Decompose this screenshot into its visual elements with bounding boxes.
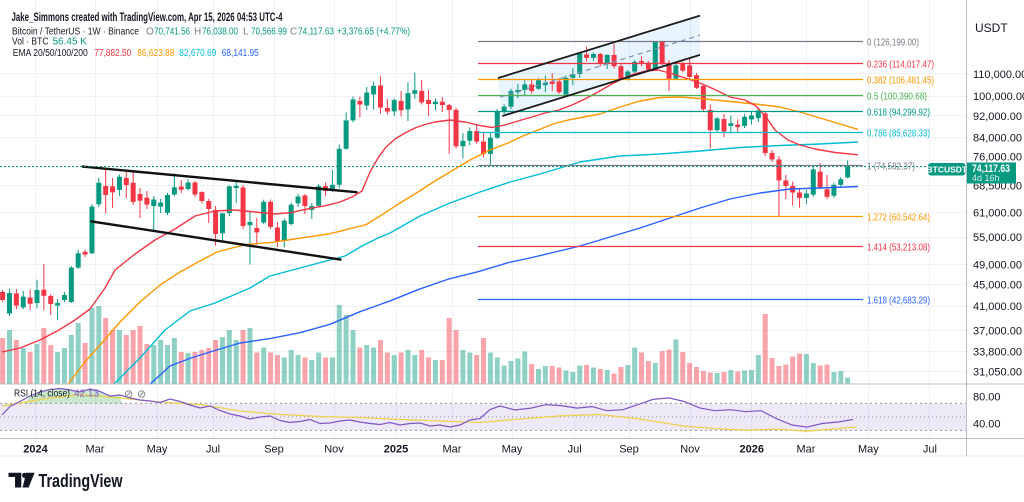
svg-text:RSI (14, close): RSI (14, close)	[14, 389, 70, 400]
svg-text:2024: 2024	[23, 444, 48, 456]
svg-text:1 (74,582.37): 1 (74,582.37)	[867, 161, 915, 172]
svg-text:2026: 2026	[740, 444, 764, 456]
svg-text:Mar: Mar	[86, 444, 105, 456]
svg-text:Nov: Nov	[680, 444, 700, 456]
svg-text:61,000.00: 61,000.00	[973, 208, 1022, 220]
svg-text:BTCUSDT: BTCUSDT	[926, 165, 967, 175]
svg-text:56.45 K: 56.45 K	[53, 37, 88, 48]
svg-text:EMA 20/50/100/200: EMA 20/50/100/200	[13, 48, 88, 59]
svg-text:37,000.00: 37,000.00	[973, 325, 1022, 337]
svg-text:1.618 (42,683.29): 1.618 (42,683.29)	[867, 295, 930, 306]
svg-text:1.272 (60,542.64): 1.272 (60,542.64)	[867, 212, 930, 223]
svg-text:Sep: Sep	[619, 444, 639, 456]
svg-text:USDT: USDT	[975, 21, 1008, 35]
svg-text:31,050.00: 31,050.00	[973, 367, 1022, 379]
svg-text:0.5 (100,390.68): 0.5 (100,390.68)	[867, 91, 927, 102]
svg-text:May: May	[147, 444, 168, 456]
svg-text:41,000.00: 41,000.00	[973, 301, 1022, 313]
svg-text:49,000.00: 49,000.00	[973, 259, 1022, 271]
svg-text:68,141.95: 68,141.95	[222, 48, 259, 59]
svg-text:74,117.63: 74,117.63	[972, 163, 1010, 175]
svg-text:+3,376.65 (+4.77%): +3,376.65 (+4.77%)	[337, 27, 410, 38]
svg-text:May: May	[858, 444, 879, 456]
svg-text:45,000.00: 45,000.00	[973, 279, 1022, 291]
svg-text:92,000.00: 92,000.00	[973, 111, 1022, 123]
svg-text:0.382 (106,481.45): 0.382 (106,481.45)	[867, 75, 934, 86]
svg-text:33,800.00: 33,800.00	[973, 347, 1022, 359]
svg-text:Vol · BTC: Vol · BTC	[12, 37, 49, 48]
svg-text:Bitcoin / TetherUS · 1W · Bina: Bitcoin / TetherUS · 1W · Binance	[12, 27, 139, 38]
svg-text:TradingView: TradingView	[39, 471, 124, 491]
svg-text:May: May	[502, 444, 523, 456]
svg-text:4d 16h: 4d 16h	[972, 173, 1000, 183]
svg-text:Jul: Jul	[206, 444, 220, 456]
svg-text:Jul: Jul	[568, 444, 582, 456]
svg-text:1.414 (53,213.08): 1.414 (53,213.08)	[867, 242, 930, 253]
svg-text:0 (126,199.00): 0 (126,199.00)	[867, 37, 919, 48]
svg-text:Mar: Mar	[443, 444, 462, 456]
svg-text:L: L	[243, 27, 249, 38]
svg-text:110,000.00: 110,000.00	[973, 69, 1024, 81]
svg-text:70,566.99: 70,566.99	[251, 27, 287, 38]
svg-text:0.236 (114,017.47): 0.236 (114,017.47)	[867, 59, 934, 70]
svg-text:H: H	[194, 27, 201, 38]
svg-text:2025: 2025	[384, 444, 408, 456]
svg-text:0.618 (94,299.92): 0.618 (94,299.92)	[867, 107, 930, 118]
svg-text:Nov: Nov	[324, 444, 344, 456]
svg-text:40.00: 40.00	[973, 419, 1001, 431]
svg-text:82,670.69: 82,670.69	[179, 48, 216, 59]
svg-text:C: C	[290, 27, 297, 38]
svg-text:⊘: ⊘	[137, 389, 146, 401]
svg-text:Mar: Mar	[797, 444, 816, 456]
svg-text:76,000.00: 76,000.00	[973, 152, 1022, 164]
svg-text:0.786 (85,628.33): 0.786 (85,628.33)	[867, 128, 930, 139]
svg-text:84,000.00: 84,000.00	[973, 132, 1022, 144]
svg-text:86,623.88: 86,623.88	[137, 48, 174, 59]
svg-text:74,117.63: 74,117.63	[298, 27, 334, 38]
svg-text:77,882.50: 77,882.50	[94, 48, 131, 59]
svg-text:100,000.00: 100,000.00	[973, 91, 1024, 103]
svg-text:42.13: 42.13	[74, 389, 99, 400]
svg-text:55,000.00: 55,000.00	[973, 232, 1022, 244]
svg-text:O: O	[146, 27, 154, 38]
svg-text:76,038.00: 76,038.00	[202, 27, 238, 38]
svg-text:Sep: Sep	[264, 444, 284, 456]
svg-text:Jake_Simmons created with Trad: Jake_Simmons created with TradingView.co…	[12, 12, 283, 24]
svg-text:⊘: ⊘	[124, 389, 133, 401]
svg-text:Jul: Jul	[923, 444, 937, 456]
svg-text:80.00: 80.00	[973, 392, 1001, 404]
svg-text:70,741.56: 70,741.56	[154, 27, 190, 38]
